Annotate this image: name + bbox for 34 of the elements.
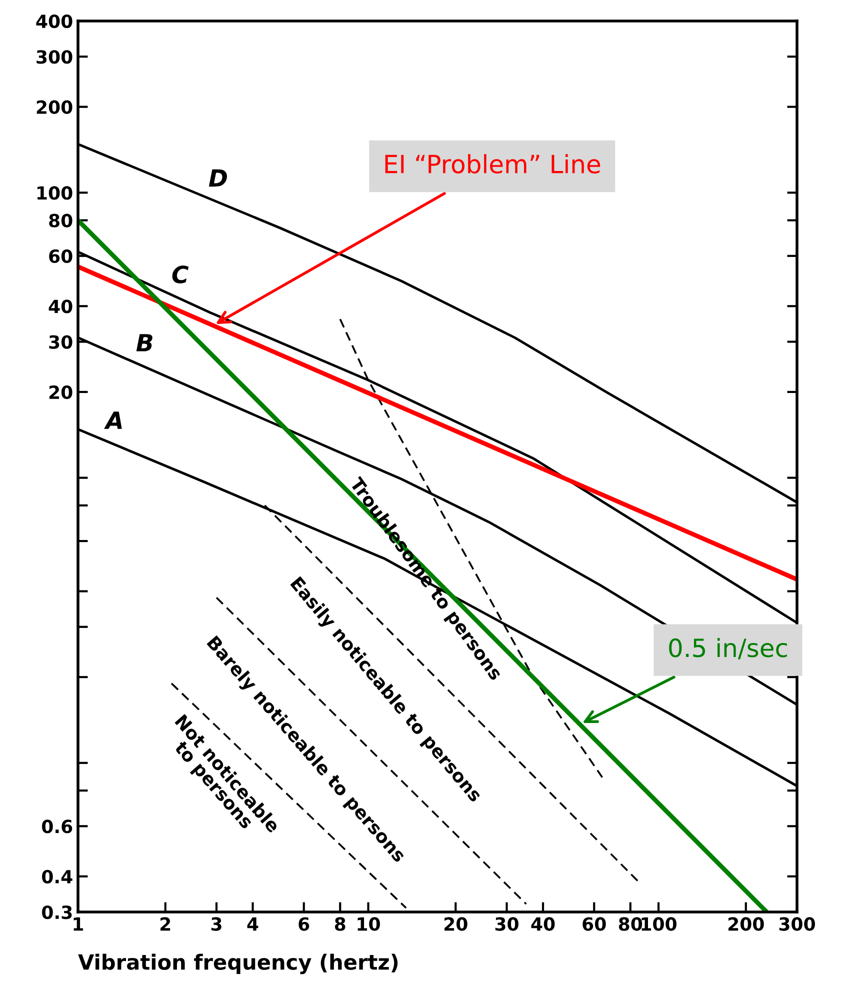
text: EI “Problem” Line: [385, 154, 600, 174]
y-tick-label: 0.3: [42, 905, 72, 920]
x-axis-title: Vibration frequency (hertz): [78, 954, 398, 974]
y-tick-label: 0.4: [42, 870, 72, 884]
x-tick-label: 1: [74, 917, 84, 931]
series-label: A: [104, 412, 122, 429]
text: 0.5 in/sec: [669, 638, 787, 660]
y-tick-label: 100: [37, 186, 72, 200]
x-tick-label: 6: [298, 917, 310, 931]
x-tick-label: 2: [160, 917, 170, 931]
x-tick-label: 300: [779, 917, 815, 931]
y-tick-label: 60: [49, 249, 72, 264]
y-tick-label: 0.6: [42, 820, 72, 834]
x-tick-label: 40: [531, 917, 555, 931]
y-tick-label: 300: [36, 50, 72, 64]
x-tick-label: 30: [495, 917, 518, 931]
y-tick-label: 200: [36, 100, 72, 114]
y-tick-label: 80: [49, 214, 72, 228]
y-tick-label: 40: [48, 300, 72, 314]
x-tick-label: 200: [728, 917, 764, 931]
x-tick-label: 3: [211, 917, 222, 931]
x-tick-label: 80: [618, 917, 642, 931]
y-tick-label: 30: [49, 335, 72, 349]
x-tick-label: 100: [642, 917, 676, 931]
series-label: C: [172, 266, 189, 284]
x-tick-label: 60: [582, 917, 606, 931]
x-tick-label: 10: [358, 917, 380, 931]
y-tick-label: 20: [49, 385, 72, 400]
series-label: B: [136, 334, 152, 352]
x-tick-label: 8: [334, 917, 346, 931]
x-tick-label: 4: [247, 917, 258, 931]
y-tick-label: 400: [36, 14, 72, 28]
series-label: D: [208, 169, 227, 187]
x-tick-label: 20: [444, 917, 468, 931]
